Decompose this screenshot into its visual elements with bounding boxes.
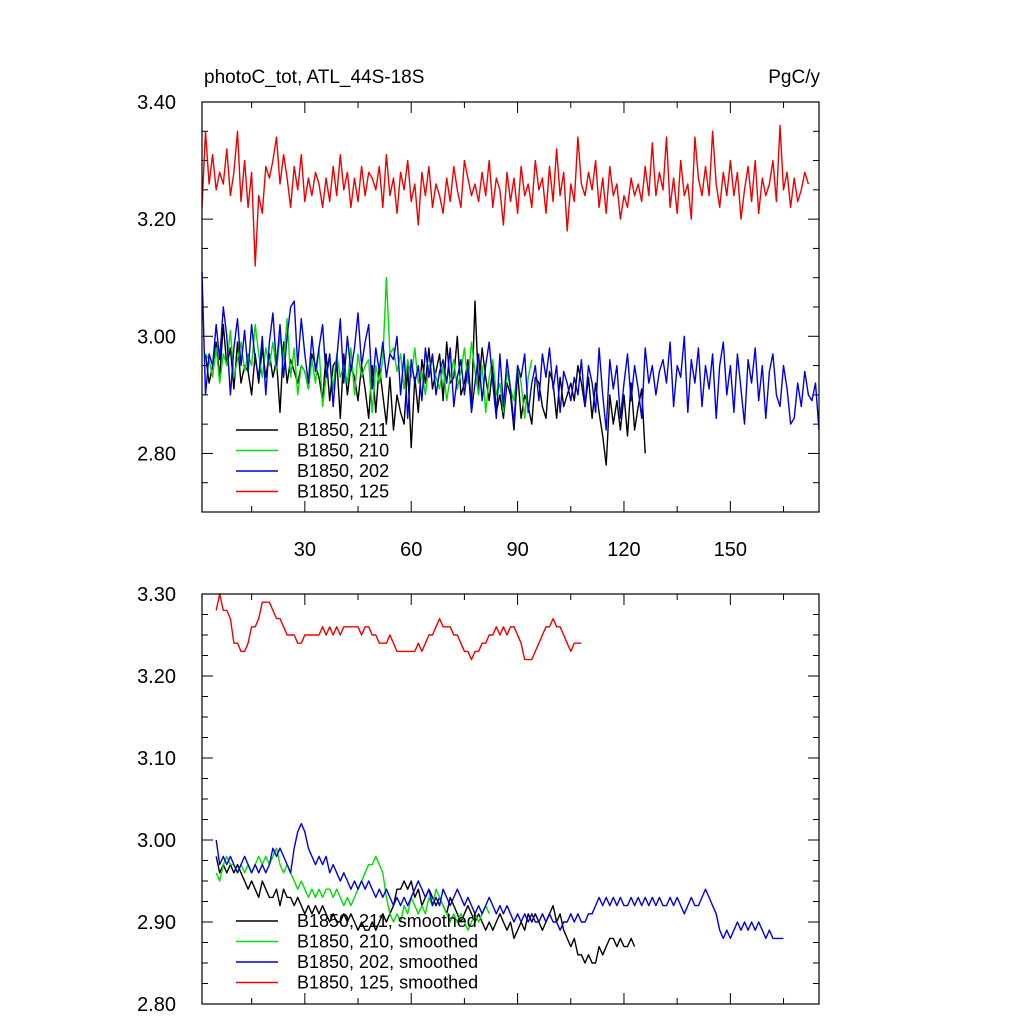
x-tick-label: 90: [506, 539, 528, 561]
y-tick-labels: 2.80 2.90 3.00 3.10 3.20 3.30: [137, 584, 176, 1016]
x-tick-label: 150: [714, 539, 747, 561]
y-tick-label: 2.80: [137, 994, 176, 1016]
series-line-b1850-125: [201, 124, 810, 267]
plot-frame: [201, 593, 820, 1005]
y-tick-label: 3.20: [137, 666, 176, 688]
y-tick-label: 3.00: [137, 326, 176, 348]
legend-label: B1850, 202, smoothed: [297, 952, 478, 972]
legend-label: B1850, 125, smoothed: [297, 973, 478, 993]
series-line-b1850-210-smoothed: [215, 847, 490, 931]
plot-frame: [201, 101, 820, 513]
legend-label: B1850, 211: [297, 420, 388, 440]
series-line-b1850-202: [201, 271, 820, 431]
y-tick-label: 3.30: [137, 584, 176, 606]
legend-label: B1850, 202: [297, 461, 389, 481]
y-tick-labels: 2.80 3.00 3.20 3.40: [137, 92, 176, 465]
series-lines: [201, 124, 820, 466]
bottom-chart-panel: 2.80 2.90 3.00 3.10 3.20 3.30 B1850, 211, smo…: [137, 584, 820, 1016]
legend-label: B1850, 210, smoothed: [297, 932, 478, 952]
top-chart-panel: photoC_tot, ATL_44S-18S PgC/y 2.80 3.00 3.…: [137, 67, 820, 561]
axis-ticks: [202, 593, 819, 1005]
series-line-b1850-125-smoothed: [215, 593, 582, 661]
y-tick-label: 3.00: [137, 830, 176, 852]
y-tick-label: 2.80: [137, 443, 176, 465]
y-tick-label: 2.90: [137, 912, 176, 934]
x-tick-label: 60: [400, 539, 422, 561]
series-line-b1850-202-smoothed: [215, 822, 784, 940]
y-tick-label: 3.40: [137, 92, 176, 114]
series-lines: [215, 593, 784, 964]
x-tick-label: 120: [607, 539, 640, 561]
legend-label: B1850, 211, smoothed: [297, 911, 477, 931]
y-tick-label: 3.20: [137, 209, 176, 231]
chart-title: photoC_tot, ATL_44S-18S: [204, 67, 424, 88]
units-label: PgC/y: [768, 67, 820, 88]
legend-label: B1850, 125: [297, 482, 389, 502]
y-tick-label: 3.10: [137, 748, 176, 770]
x-tick-labels: 30 60 90 120 150: [294, 539, 747, 561]
legend-label: B1850, 210: [297, 441, 389, 461]
x-tick-label: 30: [294, 539, 316, 561]
